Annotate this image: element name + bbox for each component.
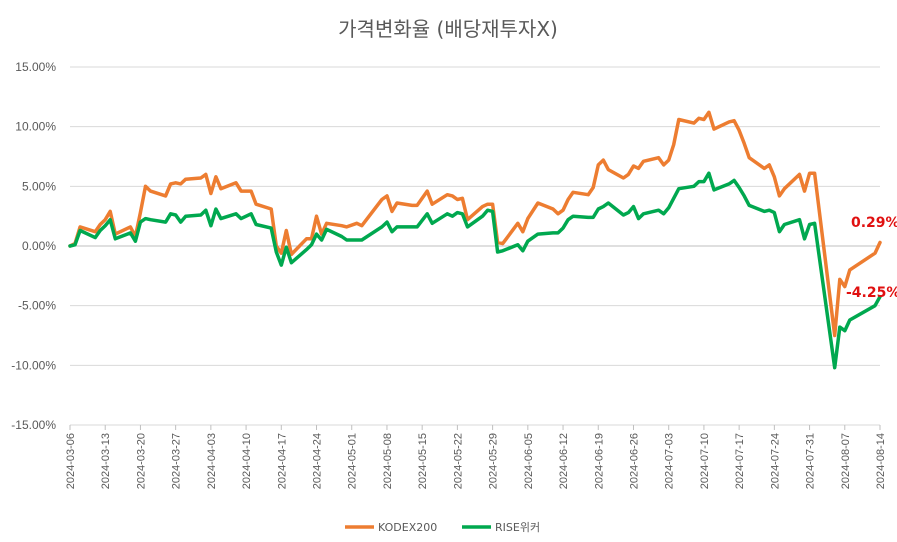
- end-labels: 0.29% -4.25%: [846, 215, 897, 301]
- x-tick-label: 2024-06-26: [628, 433, 640, 489]
- x-tick-label: 2024-05-15: [417, 433, 429, 489]
- x-tick-label: 2024-03-06: [65, 433, 77, 489]
- x-tick-label: 2024-07-17: [734, 433, 746, 489]
- x-tick-label: 2024-06-19: [593, 433, 605, 489]
- y-tick-label: 5.00%: [22, 179, 56, 193]
- x-tick-label: 2024-04-10: [241, 433, 253, 489]
- x-tick-label: 2024-04-03: [206, 433, 218, 489]
- y-tick-label: -5.00%: [18, 299, 56, 313]
- x-tick-label: 2024-03-13: [100, 433, 112, 489]
- y-tick-label: 15.00%: [15, 60, 56, 74]
- x-tick-label: 2024-06-05: [523, 433, 535, 489]
- x-tick-label: 2024-05-08: [382, 433, 394, 489]
- x-tick-label: 2024-07-10: [699, 433, 711, 489]
- y-tick-label: 10.00%: [15, 120, 56, 134]
- x-tick-label: 2024-04-24: [312, 433, 324, 489]
- y-tick-label: -15.00%: [11, 418, 56, 432]
- x-tick-label: 2024-06-12: [558, 433, 570, 489]
- x-tick-label: 2024-05-29: [488, 433, 500, 489]
- series-line-KODEX200: [68, 110, 882, 338]
- x-tick-label: 2024-04-17: [276, 433, 288, 489]
- series-lines: [68, 110, 882, 370]
- x-tick-label: 2024-03-20: [135, 433, 147, 489]
- y-tick-label: 0.00%: [22, 239, 56, 253]
- x-tick-label: 2024-03-27: [171, 433, 183, 489]
- chart-title: 가격변화율 (배당재투자X): [338, 17, 558, 41]
- x-tick-label: 2024-07-24: [769, 433, 781, 489]
- x-tick-label: 2024-05-01: [347, 433, 359, 489]
- legend-label: KODEX200: [378, 521, 437, 534]
- x-tick-label: 2024-08-07: [840, 433, 852, 489]
- x-tick-label: 2024-05-22: [452, 433, 464, 489]
- data-label-end: -4.25%: [846, 285, 897, 301]
- legend: KODEX200 RISE위커: [345, 521, 540, 534]
- axes: 15.00% 10.00% 5.00% 0.00% -5.00% -10.00% -15.0…: [11, 60, 887, 489]
- legend-label: RISE위커: [495, 521, 540, 534]
- x-tick-label: 2024-07-03: [664, 433, 676, 489]
- y-tick-label: -10.00%: [11, 358, 56, 372]
- x-tick-label: 2024-07-31: [805, 433, 817, 489]
- x-tick-label: 2024-08-14: [875, 433, 887, 489]
- series-line-RISE위커: [68, 171, 882, 370]
- data-label-end: 0.29%: [851, 215, 897, 231]
